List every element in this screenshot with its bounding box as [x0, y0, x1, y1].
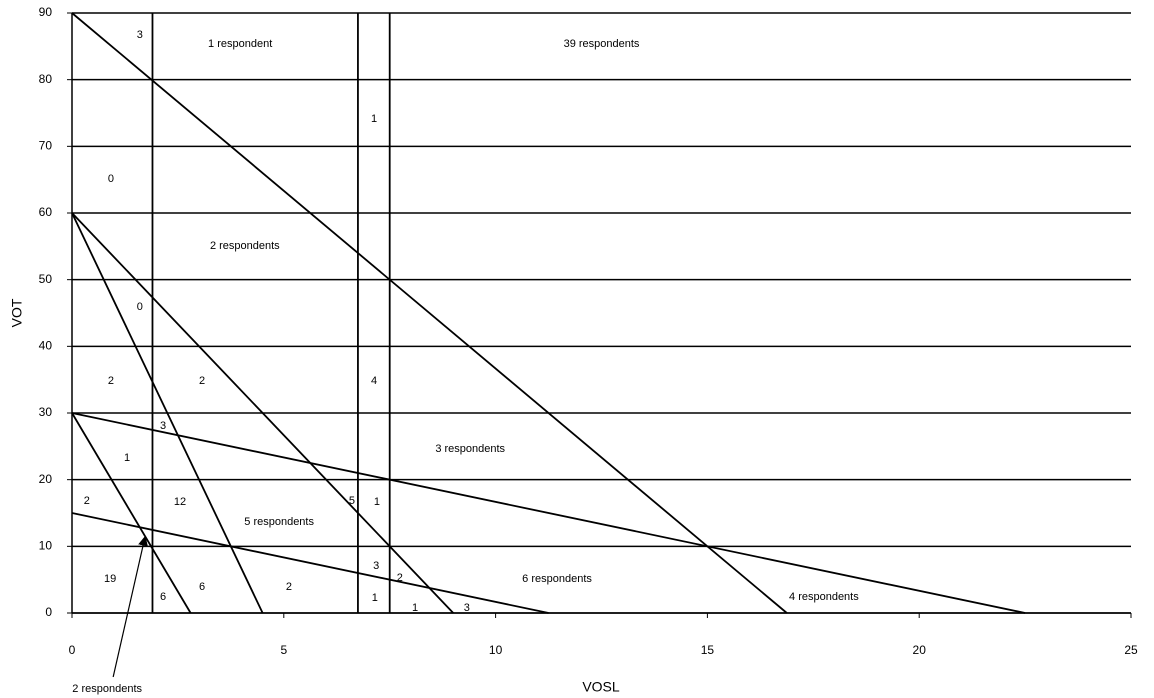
annotation: 3 [373, 560, 379, 572]
annotation: 3 [160, 420, 166, 432]
annotation: 6 [199, 581, 205, 593]
annotation: 3 respondents [435, 443, 505, 455]
annotation: 1 [412, 602, 418, 614]
annotation: 1 [372, 592, 378, 604]
y-tick-label: 90 [39, 5, 53, 19]
y-tick-label: 60 [39, 205, 53, 219]
x-tick-label: 10 [489, 643, 503, 657]
annotation: 5 respondents [244, 516, 314, 528]
y-tick-label: 40 [39, 339, 53, 353]
annotation: 2 [286, 581, 292, 593]
line [71, 412, 192, 614]
y-tick-label: 80 [39, 72, 53, 86]
annotation: 6 [160, 591, 166, 603]
annotation: 1 respondent [208, 38, 272, 50]
annotation: 2 respondents [210, 240, 280, 252]
x-tick-label: 15 [701, 643, 715, 657]
y-tick-label: 20 [39, 472, 53, 486]
annotation: 1 [371, 113, 377, 125]
annotation: 2 [84, 495, 90, 507]
annotation: 19 [104, 573, 116, 585]
annotation: 12 [174, 496, 186, 508]
annotation: 1 [374, 496, 380, 508]
x-tick-label: 20 [913, 643, 927, 657]
annotation: 6 respondents [522, 573, 592, 585]
x-tick-label: 25 [1124, 643, 1138, 657]
y-tick-label: 10 [39, 539, 53, 553]
line [71, 412, 1026, 614]
line [71, 512, 549, 614]
annotation: 4 [371, 375, 377, 387]
y-axis-title: VOT [9, 298, 25, 327]
x-axis-title: VOSL [582, 679, 620, 695]
annotation: 5 [349, 495, 355, 507]
y-tick-label: 30 [39, 405, 53, 419]
annotation: 2 [199, 375, 205, 387]
annotation: 39 respondents [564, 38, 640, 50]
annotation: 3 [137, 29, 143, 41]
y-tick-label: 70 [39, 139, 53, 153]
annotation: 0 [108, 173, 114, 185]
annotation-arrow [112, 535, 148, 678]
x-tick-label: 0 [69, 643, 76, 657]
annotation: 3 [464, 602, 470, 614]
y-tick-label: 50 [39, 272, 53, 286]
y-tick-label: 0 [45, 605, 52, 619]
x-tick-label: 5 [280, 643, 287, 657]
annotation: 2 [397, 572, 403, 584]
annotation: 1 [124, 452, 130, 464]
annotation: 0 [137, 301, 143, 313]
annotation: 2 respondents [72, 683, 142, 695]
annotation: 4 respondents [789, 591, 859, 603]
annotation: 2 [108, 375, 114, 387]
line [71, 12, 788, 614]
